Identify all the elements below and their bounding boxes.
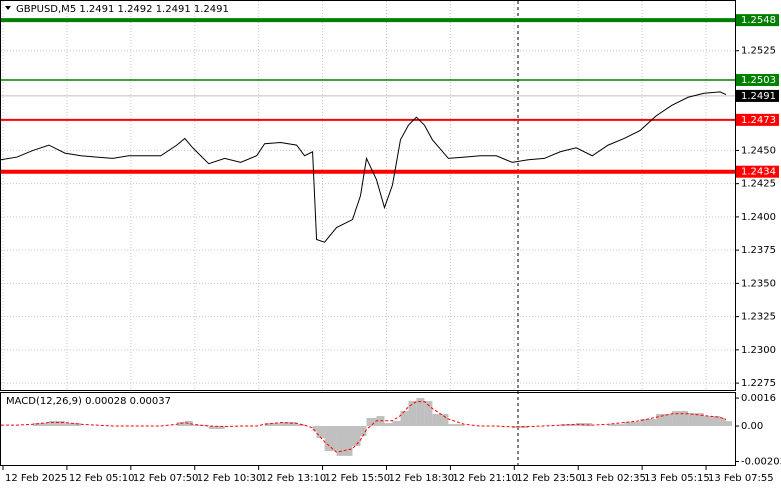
macd-bar (384, 423, 393, 427)
macd-bar (64, 423, 81, 427)
x-tick-label: 12 Feb 13:10 (261, 473, 327, 484)
y-tick-label: 1.2400 (741, 212, 776, 223)
level-label: 1.2503 (741, 75, 776, 86)
macd-bar (656, 413, 673, 427)
x-tick-label: 12 Feb 10:30 (197, 473, 263, 484)
y-tick-label: 1.2525 (741, 46, 776, 57)
chart-title: GBPUSD,M5 1.2491 1.2492 1.2491 1.2491 (16, 4, 229, 15)
x-tick-label: 12 Feb 2025 (5, 473, 67, 484)
macd-bar (432, 413, 449, 427)
x-tick-label: 13 Feb 05:15 (644, 473, 710, 484)
y-tick-label: 1.2300 (741, 345, 776, 356)
macd-bar (400, 411, 409, 427)
y-tick-label: 1.2450 (741, 145, 776, 156)
x-tick-label: 12 Feb 23:50 (516, 473, 582, 484)
price-line (0, 91, 727, 243)
macd-bar (324, 426, 337, 452)
x-tick-label: 13 Feb 07:55 (708, 473, 774, 484)
level-label: 1.2548 (741, 15, 776, 26)
x-tick-label: 12 Feb 05:10 (69, 473, 135, 484)
macd-bar (608, 424, 625, 427)
macd-bar (366, 417, 377, 427)
macd-bar (424, 401, 433, 427)
x-tick-label: 12 Feb 18:30 (388, 473, 454, 484)
macd-bar (264, 423, 281, 427)
macd-bar (312, 426, 317, 432)
macd-bar (176, 422, 185, 427)
current-price-box (736, 89, 779, 102)
y-tick-label: 1.2325 (741, 312, 776, 323)
macd-bar (208, 426, 225, 429)
y-tick-label: 0.0016 (741, 393, 776, 404)
macd-bar (704, 416, 721, 427)
macd-bar (726, 421, 733, 427)
macd-bar (624, 422, 641, 427)
y-tick-label: 1.2425 (741, 179, 776, 190)
level-label: 1.2434 (741, 167, 776, 178)
macd-bar (688, 413, 705, 427)
macd-bar (352, 426, 361, 446)
macd-title: MACD(12,26,9) 0.00028 0.00037 (6, 396, 171, 407)
macd-bar (416, 398, 425, 427)
macd-bar (640, 419, 657, 427)
x-tick-label: 12 Feb 21:10 (452, 473, 518, 484)
level-label: 1.2473 (741, 115, 776, 126)
y-tick-label: 1.2350 (741, 278, 776, 289)
x-tick-label: 12 Feb 07:50 (133, 473, 199, 484)
macd-bar (184, 420, 193, 427)
macd-bar (336, 426, 353, 456)
macd-bar (296, 424, 305, 427)
macd-bar (448, 424, 465, 427)
x-tick-label: 12 Feb 15:50 (325, 473, 391, 484)
x-tick-label: 13 Feb 02:35 (580, 473, 646, 484)
level-label-box (736, 73, 779, 86)
macd-bar (392, 420, 401, 427)
level-label-box (736, 113, 779, 126)
y-tick-label: 1.2375 (741, 245, 776, 256)
macd-bar (672, 411, 689, 427)
y-tick-label: 1.2275 (741, 378, 776, 389)
macd-bar (408, 401, 417, 427)
macd-bar (316, 426, 325, 439)
level-label-box (736, 165, 779, 178)
macd-frame (0, 392, 736, 466)
macd-bar (360, 426, 367, 436)
macd-bar (280, 422, 297, 427)
y-tick-label: -0.00203 (741, 457, 781, 468)
macd-bar (32, 423, 49, 427)
macd-bar (512, 426, 529, 428)
y-tick-label: 0.00 (741, 421, 763, 432)
level-label-box (736, 14, 779, 27)
signal-line (1, 401, 727, 453)
main-frame (0, 0, 736, 391)
current-price-label: 1.2491 (741, 91, 776, 102)
macd-bar (720, 417, 727, 427)
macd-bar (48, 420, 65, 427)
symbol-arrow (5, 6, 11, 10)
